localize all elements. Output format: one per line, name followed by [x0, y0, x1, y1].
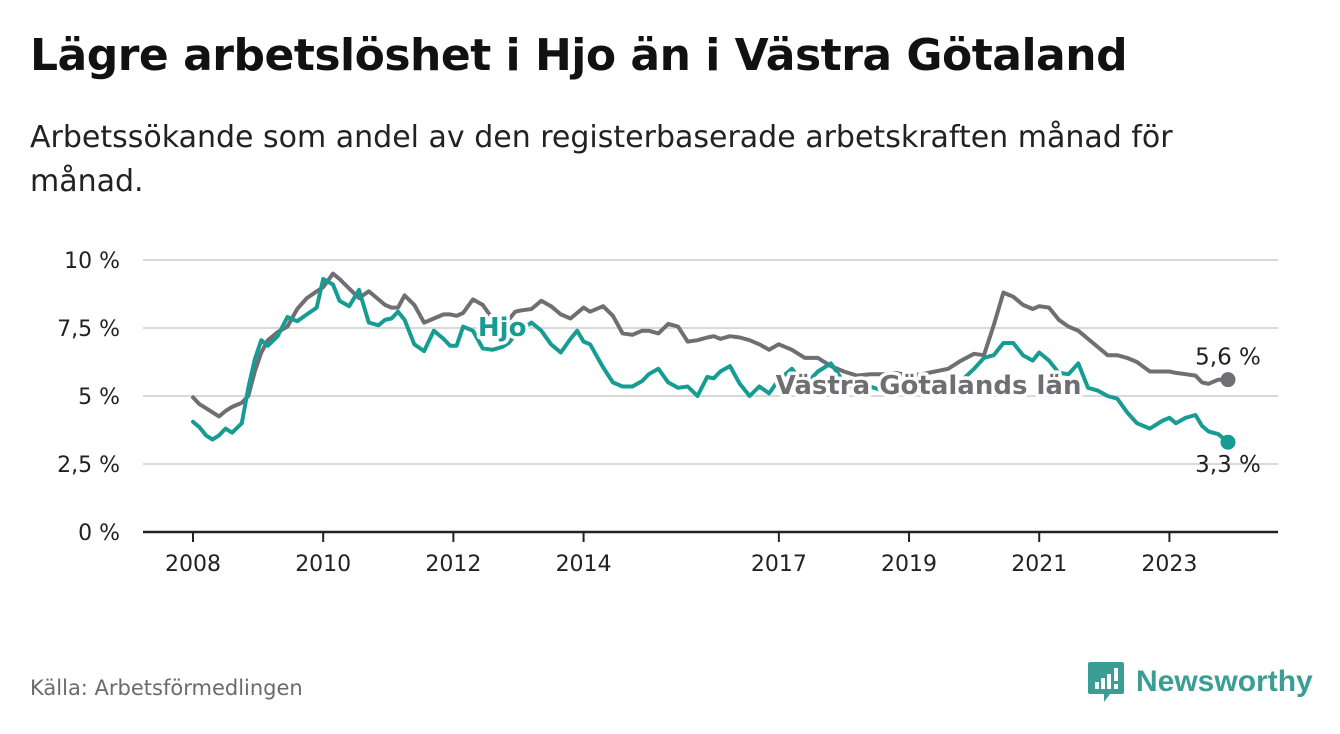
series-lines	[191, 271, 1236, 450]
grid-lines	[143, 259, 1278, 465]
x-tick-label: 2021	[1011, 552, 1067, 577]
bar-chart-icon	[1088, 662, 1124, 702]
x-tick-label: 2019	[881, 552, 937, 577]
series-end-dot	[1220, 372, 1236, 388]
series-line-vastra-gotaland	[191, 271, 1230, 419]
x-tick-label: 2012	[425, 552, 481, 577]
page-title: Lägre arbetslöshet i Hjo än i Västra Göt…	[30, 30, 1128, 81]
y-tick-label: 2,5 %	[57, 453, 120, 478]
x-tick-label: 2017	[751, 552, 807, 577]
end-value-label: 5,6 %	[1195, 345, 1261, 371]
x-tick-label: 2023	[1141, 552, 1197, 577]
y-tick-label: 7,5 %	[57, 317, 120, 342]
y-tick-label: 5 %	[78, 385, 120, 410]
y-axis-ticks: 0 % 2,5 % 5 % 7,5 % 10 %	[57, 249, 120, 546]
x-tick-label: 2010	[295, 552, 351, 577]
x-axis: 2008 2010 2012 2014 2017 2019 2021 2023	[143, 530, 1278, 577]
chart-subtitle: Arbetssökande som andel av den registerb…	[30, 120, 1173, 199]
y-tick-label: 10 %	[64, 249, 120, 274]
series-label-hjo: Hjo	[478, 313, 527, 343]
y-tick-label: 0 %	[78, 521, 120, 546]
end-value-label: 3,3 %	[1195, 452, 1261, 478]
source-note: Källa: Arbetsförmedlingen	[30, 676, 303, 700]
series-line-hjo	[191, 277, 1230, 445]
brand-name: Newsworthy	[1136, 665, 1313, 698]
series-end-dot	[1220, 434, 1236, 450]
line-chart: 0 % 2,5 % 5 % 7,5 % 10 % 2008 2010 2012 2014 201…	[57, 249, 1278, 577]
x-tick-label: 2014	[556, 552, 612, 577]
series-labels: Västra Götalands län 5,6 % Hjo 3,3 %	[474, 310, 1261, 479]
newsworthy-logo[interactable]: Newsworthy	[1086, 660, 1313, 704]
x-tick-label: 2008	[165, 552, 221, 577]
series-label-vastra-gotaland: Västra Götalands län	[776, 371, 1082, 401]
